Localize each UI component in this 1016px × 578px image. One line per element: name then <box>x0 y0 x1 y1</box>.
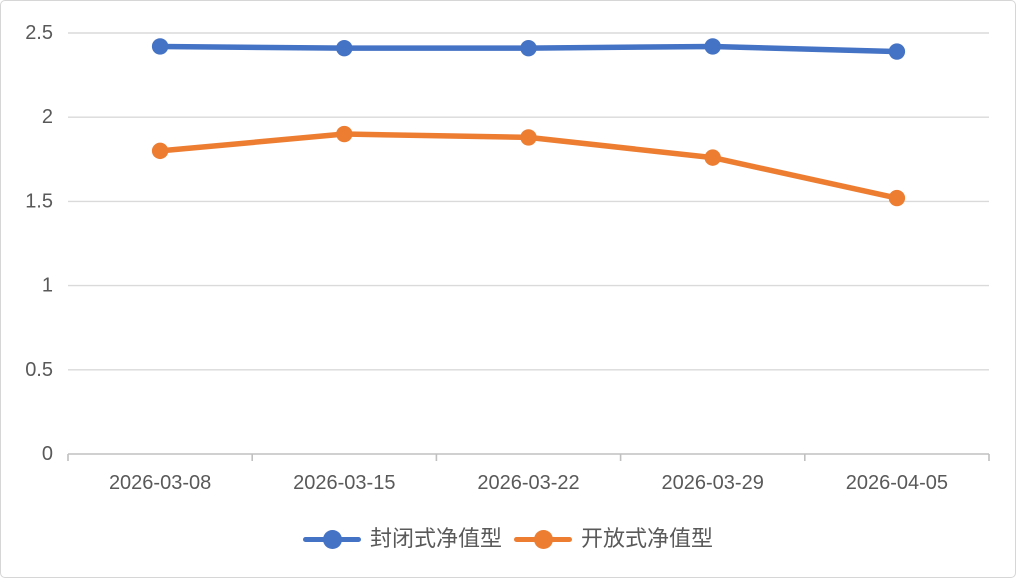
legend-item-closed-net-value: 封闭式净值型 <box>302 526 502 551</box>
y-tick-label: 1.5 <box>25 190 53 212</box>
x-tick-label: 2026-03-15 <box>293 472 395 494</box>
data-point-series-0 <box>704 38 721 55</box>
y-tick-label: 0 <box>42 443 53 465</box>
data-point-series-1 <box>336 125 353 143</box>
data-point-series-0 <box>151 38 169 55</box>
data-point-series-1 <box>888 189 906 207</box>
legend-marker-line-dot-icon <box>514 529 572 549</box>
data-point-series-0 <box>336 39 353 57</box>
data-point-series-0 <box>520 39 537 57</box>
legend-label: 开放式净值型 <box>581 526 714 551</box>
legend-marker-line-dot-icon <box>302 529 361 549</box>
y-tick-label: 1 <box>42 275 53 297</box>
data-point-series-1 <box>151 142 169 160</box>
line-chart-plot: 0 0.5 1 1.5 2 2.5 2026-03-08 2026-03-15 2026-03-… <box>25 22 990 494</box>
data-point-series-1 <box>704 149 721 166</box>
legend-item-open-net-value: 开放式净值型 <box>514 528 713 550</box>
chart-legend: 封闭式净值型 开放式净值型 <box>1 519 1015 559</box>
x-tick-label: 2026-03-22 <box>477 472 579 494</box>
legend-label: 封闭式净值型 <box>369 526 502 551</box>
x-tick-label: 2026-03-29 <box>662 472 764 494</box>
y-tick-label: 2.5 <box>25 22 53 44</box>
y-tick-label: 2 <box>42 106 53 128</box>
data-point-series-1 <box>520 129 537 146</box>
data-point-series-0 <box>888 43 906 60</box>
x-tick-label: 2026-04-05 <box>846 472 948 494</box>
x-tick-label: 2026-03-08 <box>109 472 211 494</box>
y-tick-label: 0.5 <box>25 359 53 381</box>
